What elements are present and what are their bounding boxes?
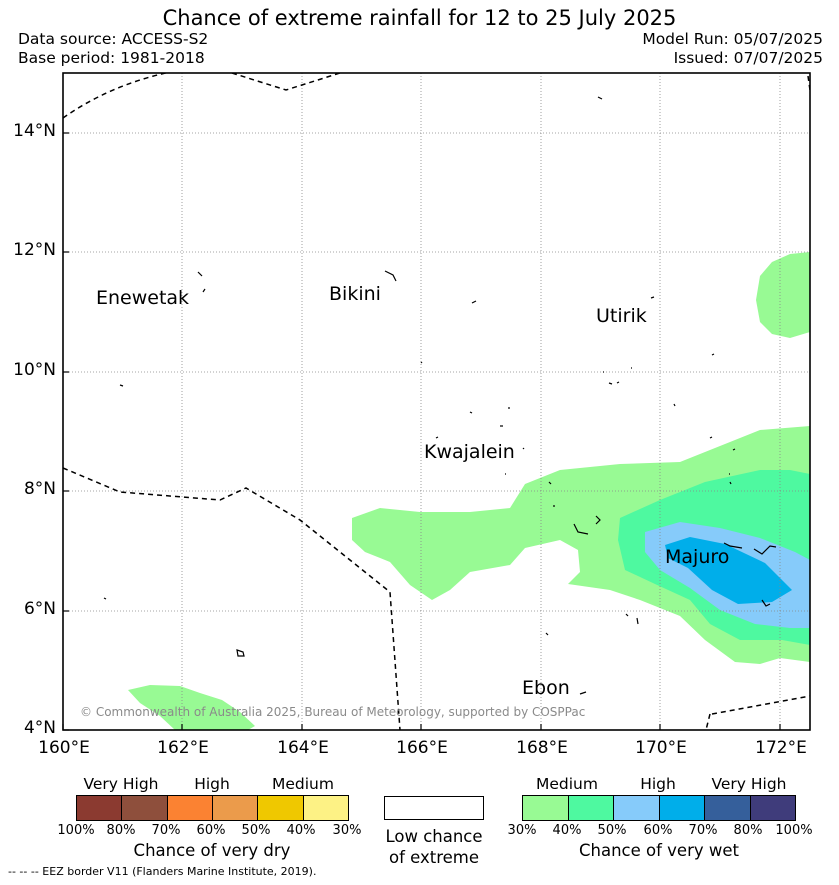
eez-borders xyxy=(63,73,810,730)
place-kwajalein: Kwajalein xyxy=(424,441,515,463)
place-ebon: Ebon xyxy=(522,677,570,699)
islands xyxy=(103,96,777,695)
place-bikini: Bikini xyxy=(329,283,381,305)
place-utirik: Utirik xyxy=(596,305,647,327)
lat-label: 4°N xyxy=(23,718,56,738)
dry-tick: 50% xyxy=(241,823,271,838)
wet-tick: 30% xyxy=(507,823,537,838)
legend-wet: Medium High Very High 30% 40% 50% 60% 70… xyxy=(508,775,813,860)
issued-date: Issued: 07/07/2025 xyxy=(673,49,823,67)
legend-low-chance: Low chance of extreme xyxy=(384,796,484,868)
lon-label: 166°E xyxy=(396,738,448,758)
legend-dry: Very High High Medium 100% 80% 70% 60% 5… xyxy=(57,775,361,860)
wet-tick: 100% xyxy=(775,823,813,838)
dry-tick: 80% xyxy=(106,823,136,838)
dry-tick: 100% xyxy=(57,823,95,838)
dry-tick: 40% xyxy=(286,823,316,838)
wet-colorbar xyxy=(522,795,796,821)
model-info: Model Run: 05/07/2025 Issued: 07/07/2025 xyxy=(642,30,823,68)
dry-swatch xyxy=(212,796,259,820)
lon-label: 172°E xyxy=(755,738,807,758)
lon-label: 168°E xyxy=(516,738,568,758)
lat-label: 6°N xyxy=(23,599,56,619)
dry-colorbar xyxy=(76,795,349,821)
wet-level-medium: Medium xyxy=(536,775,598,793)
lon-label: 162°E xyxy=(157,738,209,758)
wet-swatch xyxy=(568,796,614,820)
wet-region-southwest xyxy=(128,685,255,730)
wet-swatch xyxy=(523,796,569,820)
dry-legend-label: Chance of very dry xyxy=(133,841,291,860)
data-source-info: Data source: ACCESS-S2 Base period: 1981… xyxy=(18,30,208,68)
lat-label: 14°N xyxy=(13,121,56,141)
dry-level-high: High xyxy=(194,775,230,793)
lat-label: 8°N xyxy=(23,479,56,499)
low-chance-label: Low chance of extreme xyxy=(384,826,484,868)
dry-swatch xyxy=(167,796,213,820)
place-enewetak: Enewetak xyxy=(96,287,190,309)
wet-tick: 50% xyxy=(597,823,627,838)
lon-label: 160°E xyxy=(38,738,90,758)
lat-label: 12°N xyxy=(13,240,56,260)
wet-legend-label: Chance of very wet xyxy=(579,841,739,860)
wet-swatch xyxy=(659,796,705,820)
place-majuro: Majuro xyxy=(665,546,730,568)
dry-swatch xyxy=(77,796,123,820)
dry-level-medium: Medium xyxy=(272,775,334,793)
dry-tick: 60% xyxy=(196,823,226,838)
dry-tick: 70% xyxy=(151,823,181,838)
wet-swatch xyxy=(705,796,751,820)
wet-tick: 40% xyxy=(552,823,582,838)
map-frame xyxy=(62,72,811,731)
low-chance-line2: of extreme xyxy=(388,848,480,867)
copyright-notice: © Commonwealth of Australia 2025, Bureau… xyxy=(80,705,586,719)
wet-swatch xyxy=(614,796,660,820)
dry-swatch xyxy=(303,796,348,820)
eez-border-note: -- -- -- EEZ border V11 (Flanders Marine… xyxy=(8,865,317,878)
tick-marks xyxy=(62,132,781,731)
map-title: Chance of extreme rainfall for 12 to 25 … xyxy=(162,6,677,30)
wet-level-high: High xyxy=(640,775,676,793)
low-chance-line1: Low chance xyxy=(385,827,483,846)
wet-swatch xyxy=(750,796,795,820)
lat-label: 10°N xyxy=(13,360,56,380)
model-run: Model Run: 05/07/2025 xyxy=(642,30,823,48)
lon-label: 170°E xyxy=(635,738,687,758)
wet-region-60pct xyxy=(665,537,792,604)
wet-tick: 70% xyxy=(688,823,718,838)
dry-swatch xyxy=(122,796,168,820)
lon-label: 164°E xyxy=(277,738,329,758)
base-period: Base period: 1981-2018 xyxy=(18,49,205,67)
wet-tick: 60% xyxy=(643,823,673,838)
wet-tick: 80% xyxy=(733,823,763,838)
wet-level-very-high: Very High xyxy=(711,775,787,793)
dry-level-very-high: Very High xyxy=(83,775,159,793)
dry-tick: 30% xyxy=(332,823,362,838)
low-chance-swatch xyxy=(384,796,484,820)
dry-swatch xyxy=(258,796,304,820)
wet-region-north xyxy=(756,252,810,338)
data-source: Data source: ACCESS-S2 xyxy=(18,30,209,48)
